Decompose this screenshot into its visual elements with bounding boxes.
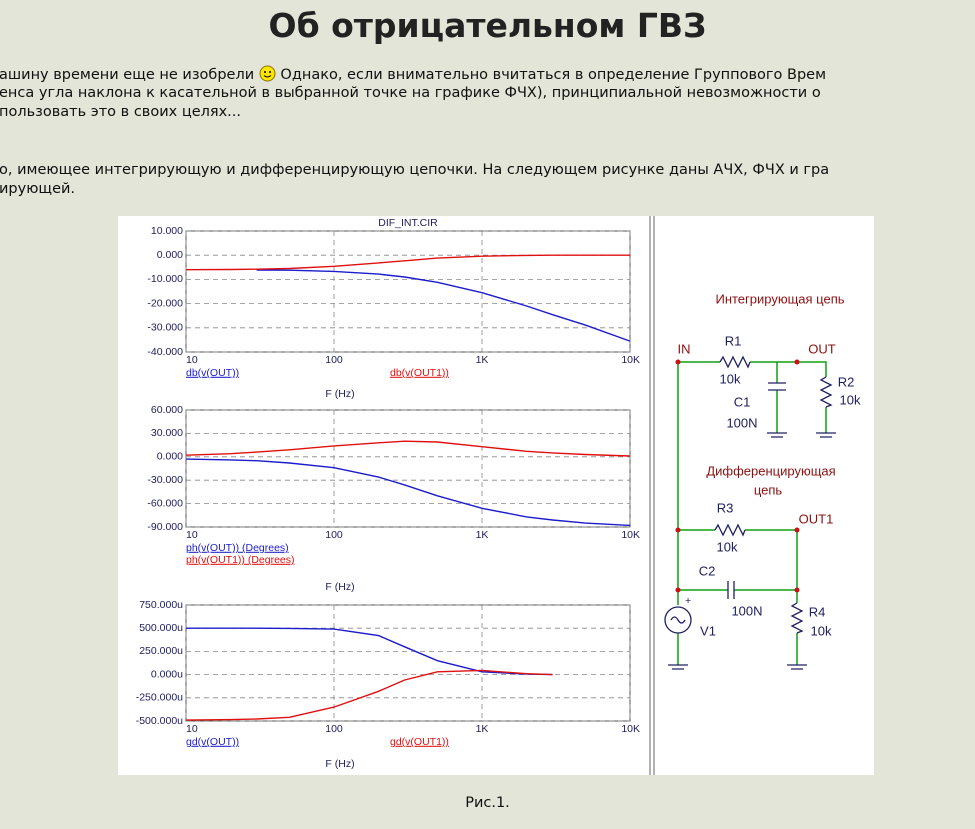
schematic-label: 100N [726, 415, 757, 430]
y-tick-label: 60.000 [151, 404, 183, 416]
schematic-label: V1 [700, 623, 716, 638]
schematic-label: Интегрирующая цепь [715, 291, 844, 306]
legend-label: db(v(OUT1)) [390, 367, 449, 379]
y-tick-label: -500.000u [136, 715, 183, 727]
schematic-label: 10k [717, 539, 738, 554]
nodes [675, 359, 800, 593]
schematic-label: IN [678, 341, 691, 356]
smiley-icon [259, 65, 276, 82]
y-tick-label: 10.000 [151, 225, 183, 237]
y-tick-label: 250.000u [139, 645, 183, 657]
schematic-label: R2 [838, 374, 855, 389]
y-tick-label: 0.000 [157, 451, 183, 463]
text-line: ирующей. [0, 181, 76, 197]
schematic-label: 10k [811, 623, 832, 638]
y-tick-label: 30.000 [151, 427, 183, 439]
y-tick-label: -90.000 [147, 521, 183, 533]
schematic-label: 10k [720, 371, 741, 386]
text: ашину времени еще не изобрели [0, 67, 255, 83]
x-tick-label: 100 [325, 723, 343, 735]
y-tick-label: -40.000 [147, 346, 183, 358]
y-tick-label: -250.000u [136, 692, 183, 704]
x-tick-label: 1K [476, 723, 489, 735]
chart-title: DIF_INT.CIR [378, 217, 438, 229]
source [664, 606, 692, 634]
series-line [185, 669, 553, 721]
text-line: енса угла наклона к касательной в выбран… [0, 85, 821, 101]
y-tick-label: 0.000u [151, 668, 183, 680]
caption: Рис.1. [465, 795, 510, 811]
schematic-label: R3 [717, 500, 734, 515]
y-tick-label: -30.000 [147, 474, 183, 486]
schematic-label: Дифференцирующая [706, 463, 835, 478]
text-line: ашину времени еще не изобрели Однако, ес… [0, 65, 826, 84]
x-tick-label: 10K [621, 723, 640, 735]
legend-label: gd(v(OUT1)) [390, 736, 449, 748]
x-tick-label: 10K [621, 354, 640, 366]
x-tick-label: 10 [186, 529, 198, 541]
x-tick-label: 1K [476, 529, 489, 541]
series-line [185, 440, 631, 457]
series-line [186, 627, 553, 676]
source [670, 616, 686, 624]
schematic-label: C2 [699, 563, 716, 578]
x-axis-label: F (Hz) [325, 388, 354, 400]
schematic-label: цепь [754, 482, 783, 497]
schematic-label: 10k [840, 392, 861, 407]
y-tick-label: -20.000 [147, 297, 183, 309]
series-line [256, 269, 631, 342]
y-tick-label: -30.000 [147, 322, 183, 334]
legend-label: ph(v(OUT)) (Degrees) [186, 542, 289, 554]
text: Однако, если внимательно вчитаться в опр… [280, 67, 827, 83]
x-tick-label: 10K [621, 529, 640, 541]
legend-label: gd(v(OUT)) [186, 736, 239, 748]
text-line: пользовать это в своих целях... [0, 104, 242, 120]
x-tick-label: 100 [325, 354, 343, 366]
series-line [185, 254, 630, 271]
y-tick-label: 500.000u [139, 622, 183, 634]
x-tick-label: 10 [186, 723, 198, 735]
schematic: + [664, 355, 836, 670]
y-tick-label: 750.000u [139, 599, 183, 611]
x-tick-label: 1K [476, 354, 489, 366]
plot-frame [185, 230, 631, 353]
x-tick-label: 10 [186, 354, 198, 366]
page-title: Об отрицательном ГВЗ [268, 6, 707, 45]
schematic-label: OUT1 [799, 511, 834, 526]
x-tick-label: 100 [325, 529, 343, 541]
schematic-label: R1 [725, 333, 742, 348]
x-axis-label: F (Hz) [325, 758, 354, 770]
schematic-label: R4 [809, 604, 826, 619]
figure-background [118, 216, 874, 775]
schematic-label: 100N [731, 603, 762, 618]
schematic-label: OUT [808, 341, 836, 356]
y-tick-label: -10.000 [147, 273, 183, 285]
x-axis-label: F (Hz) [325, 581, 354, 593]
legend-label: ph(v(OUT1)) (Degrees) [186, 554, 295, 566]
component [668, 355, 836, 670]
y-tick-label: 0.000 [157, 249, 183, 261]
schematic-label: C1 [734, 394, 751, 409]
plus-sign: + [685, 595, 691, 607]
series-line [185, 458, 631, 527]
legend-label: db(v(OUT)) [186, 367, 239, 379]
text-line: о, имеющее интегрирующую и дифференцирую… [0, 162, 830, 178]
y-tick-label: -60.000 [147, 497, 183, 509]
